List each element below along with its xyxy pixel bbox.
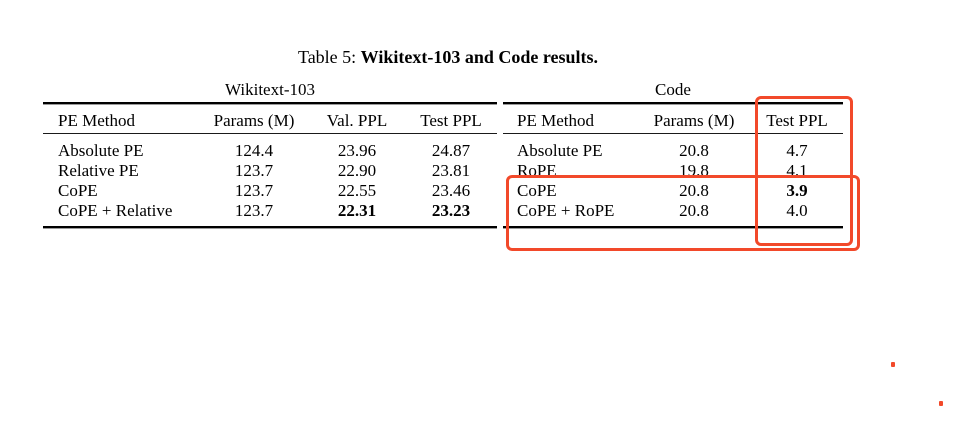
params-cell: 20.8 bbox=[679, 141, 709, 160]
test-ppl-cell-best: 3.9 bbox=[786, 181, 808, 200]
highlight-box-cope-rows bbox=[506, 175, 860, 251]
wikitext-top-rule bbox=[43, 102, 497, 105]
test-ppl-cell: 24.87 bbox=[431, 141, 471, 160]
code-top-rule bbox=[503, 102, 843, 105]
test-ppl-cell: 23.81 bbox=[431, 161, 471, 180]
code-header-pe-method: PE Method bbox=[517, 111, 594, 130]
params-cell: 124.4 bbox=[234, 141, 274, 160]
wikitext-header-row: PE Method Params (M) Val. PPL Test PPL bbox=[43, 110, 497, 132]
method-cell: Relative PE bbox=[58, 161, 139, 180]
method-cell: CoPE + Relative bbox=[58, 201, 173, 220]
wikitext-header-pe-method: PE Method bbox=[58, 111, 135, 130]
test-ppl-cell: 4.0 bbox=[786, 201, 808, 220]
method-cell: Absolute PE bbox=[58, 141, 144, 160]
wikitext-table: Wikitext-103 PE Method Params (M) Val. P… bbox=[43, 0, 497, 235]
params-cell: 123.7 bbox=[234, 181, 274, 200]
params-cell: 123.7 bbox=[234, 201, 274, 220]
params-cell: 20.8 bbox=[679, 181, 709, 200]
code-header-row: PE Method Params (M) Test PPL bbox=[503, 110, 843, 132]
table-row: Absolute PE 124.4 23.96 24.87 bbox=[43, 141, 497, 161]
val-ppl-cell: 22.55 bbox=[337, 181, 377, 200]
code-bottom-rule bbox=[503, 226, 843, 229]
params-cell: 123.7 bbox=[234, 161, 274, 180]
table-row: CoPE 123.7 22.55 23.46 bbox=[43, 181, 497, 201]
code-mid-rule bbox=[503, 133, 843, 134]
code-header-test-ppl: Test PPL bbox=[766, 111, 828, 130]
method-cell: Absolute PE bbox=[517, 141, 603, 160]
table-caption-title: Wikitext-103 and Code results. bbox=[360, 47, 599, 67]
table-caption: Table 5: Wikitext-103 and Code results. bbox=[43, 47, 853, 67]
wikitext-bottom-rule bbox=[43, 226, 497, 229]
table-row: Absolute PE 20.8 4.7 bbox=[503, 141, 843, 161]
val-ppl-cell: 23.96 bbox=[337, 141, 377, 160]
wikitext-header-params: Params (M) bbox=[213, 111, 295, 130]
test-ppl-cell: 4.7 bbox=[786, 141, 808, 160]
code-header-params: Params (M) bbox=[653, 111, 735, 130]
wikitext-header-val-ppl: Val. PPL bbox=[326, 111, 388, 130]
test-ppl-cell-best: 23.23 bbox=[431, 201, 471, 220]
code-group-title: Code bbox=[655, 80, 691, 99]
method-cell: CoPE + RoPE bbox=[517, 201, 615, 220]
val-ppl-cell: 22.90 bbox=[337, 161, 377, 180]
table-row: CoPE + RoPE 20.8 4.0 bbox=[503, 201, 843, 221]
wikitext-mid-rule bbox=[43, 133, 497, 134]
method-cell: CoPE bbox=[517, 181, 557, 200]
test-ppl-cell: 23.46 bbox=[431, 181, 471, 200]
red-dot-mark bbox=[939, 401, 943, 406]
table-row: CoPE + Relative 123.7 22.31 23.23 bbox=[43, 201, 497, 221]
table-row: Relative PE 123.7 22.90 23.81 bbox=[43, 161, 497, 181]
table-caption-prefix: Table 5: bbox=[297, 47, 357, 67]
table-row: CoPE 20.8 3.9 bbox=[503, 181, 843, 201]
method-cell: CoPE bbox=[58, 181, 98, 200]
code-table: Code PE Method Params (M) Test PPL Absol… bbox=[503, 0, 843, 235]
highlight-box-code-test-ppl-column bbox=[755, 96, 853, 246]
wikitext-group-title: Wikitext-103 bbox=[225, 80, 315, 99]
val-ppl-cell-best: 22.31 bbox=[337, 201, 377, 220]
wikitext-header-test-ppl: Test PPL bbox=[420, 111, 482, 130]
red-dot-mark bbox=[891, 362, 895, 367]
params-cell: 20.8 bbox=[679, 201, 709, 220]
